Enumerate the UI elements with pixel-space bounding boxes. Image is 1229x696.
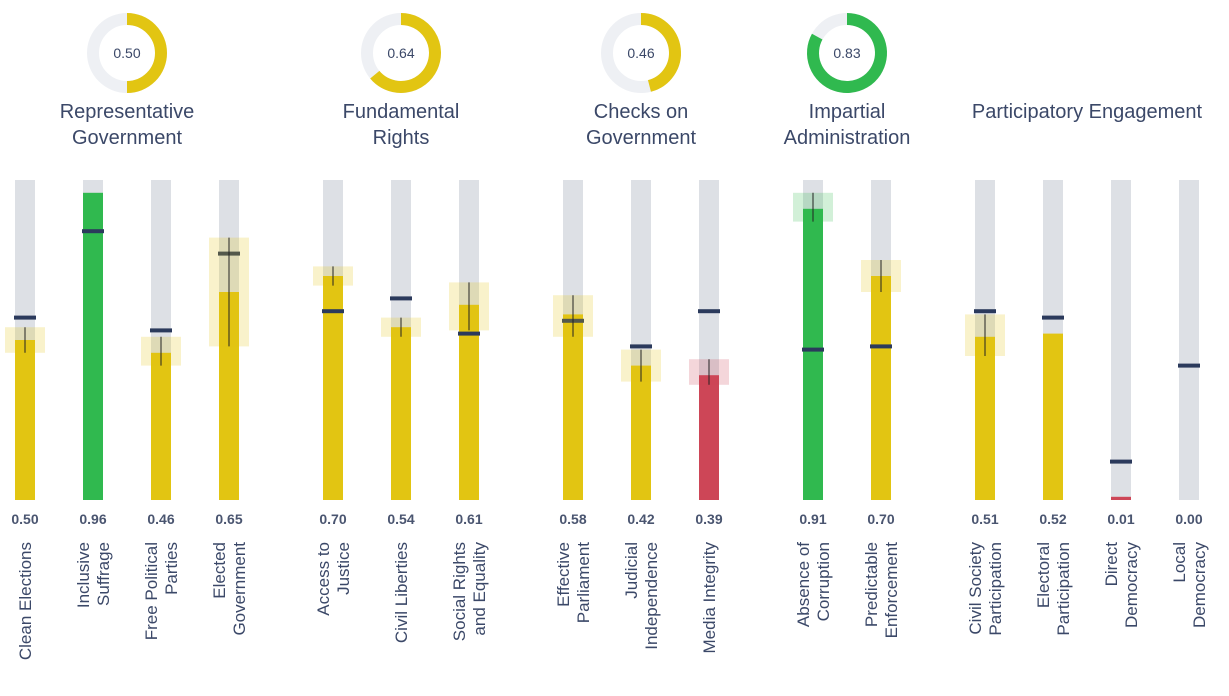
value-label: 0.54 <box>387 511 414 527</box>
value-label: 0.61 <box>455 511 482 527</box>
bar-label: Local <box>1170 542 1189 583</box>
bar-label: Civil Liberties <box>392 542 411 643</box>
value-label: 0.65 <box>215 511 242 527</box>
bar-label: Predictable <box>862 542 881 627</box>
donut-label: 0.46 <box>627 45 654 61</box>
bar <box>1043 333 1063 500</box>
group-title: Administration <box>784 127 911 149</box>
bar-label: Access to <box>314 542 333 616</box>
bar <box>151 352 171 500</box>
reference-marker <box>698 309 720 314</box>
bar-label: Absence of <box>794 542 813 627</box>
group-title: Rights <box>373 127 430 149</box>
bar-track <box>1179 180 1199 500</box>
donut-label: 0.64 <box>387 45 414 61</box>
reference-marker <box>14 315 36 320</box>
bar <box>219 292 239 500</box>
donut-arc <box>126 13 167 93</box>
bar-track <box>1111 180 1131 500</box>
group-title: Impartial <box>809 101 886 123</box>
bar <box>15 340 35 500</box>
bar-label: Parties <box>162 542 181 595</box>
bar <box>871 276 891 500</box>
value-label: 0.01 <box>1107 511 1134 527</box>
bar-label: Participation <box>986 542 1005 636</box>
value-label: 0.70 <box>319 511 346 527</box>
bar-label: Elected <box>210 542 229 599</box>
bar <box>323 276 343 500</box>
value-label: 0.50 <box>11 511 38 527</box>
bar-label: Independence <box>642 542 661 650</box>
value-label: 0.51 <box>971 511 998 527</box>
bar <box>459 304 479 500</box>
bar-label: Parliament <box>574 542 593 624</box>
reference-marker <box>974 309 996 314</box>
group-title: Government <box>72 127 182 149</box>
value-label: 0.96 <box>79 511 106 527</box>
donut-arc <box>640 13 681 92</box>
bar-label: Electoral <box>1034 542 1053 608</box>
bar <box>699 375 719 500</box>
reference-marker <box>1110 459 1132 464</box>
value-label: 0.39 <box>695 511 722 527</box>
bar-label: Democracy <box>1122 542 1141 628</box>
group-title: Representative <box>60 101 195 123</box>
bar <box>563 314 583 500</box>
reference-marker <box>870 344 892 349</box>
reference-marker <box>458 331 480 336</box>
bar <box>803 208 823 501</box>
bar-label: Social Rights <box>450 542 469 641</box>
bar-label: Media Integrity <box>700 542 719 654</box>
value-label: 0.91 <box>799 511 826 527</box>
value-label: 0.46 <box>147 511 174 527</box>
reference-marker <box>630 344 652 349</box>
bar-label: Corruption <box>814 542 833 621</box>
donut-label: 0.50 <box>113 45 140 61</box>
bar-label: Suffrage <box>94 542 113 606</box>
bar-label: and Equality <box>470 542 489 636</box>
bar <box>83 192 103 501</box>
bar-label: Clean Elections <box>16 542 35 660</box>
group-title: Fundamental <box>343 101 460 123</box>
bar-label: Civil Society <box>966 542 985 635</box>
group-title: Participatory Engagement <box>972 101 1203 123</box>
donut-arc <box>370 13 441 93</box>
donut-arc <box>807 13 887 93</box>
bar-label: Effective <box>554 542 573 607</box>
value-label: 0.58 <box>559 511 586 527</box>
bar <box>1111 496 1131 500</box>
reference-marker <box>150 328 172 333</box>
value-label: 0.00 <box>1175 511 1202 527</box>
bar <box>391 327 411 500</box>
donut-label: 0.83 <box>833 45 860 61</box>
group-title: Government <box>586 127 696 149</box>
group-title: Checks on <box>594 101 689 123</box>
bar-label: Justice <box>334 542 353 595</box>
value-label: 0.42 <box>627 511 654 527</box>
bar <box>975 336 995 500</box>
bar-label: Direct <box>1102 542 1121 587</box>
reference-marker <box>322 309 344 314</box>
bar-label: Government <box>230 542 249 636</box>
reference-marker <box>1178 363 1200 368</box>
reference-marker <box>82 229 104 234</box>
bar-label: Free Political <box>142 542 161 640</box>
bar-label: Enforcement <box>882 542 901 639</box>
reference-marker <box>390 296 412 301</box>
reference-marker <box>1042 315 1064 320</box>
bar-label: Judicial <box>622 542 641 599</box>
bar-label: Democracy <box>1190 542 1209 628</box>
bar <box>631 365 651 500</box>
bar-label: Inclusive <box>74 542 93 608</box>
bar-label: Participation <box>1054 542 1073 636</box>
value-label: 0.52 <box>1039 511 1066 527</box>
reference-marker <box>802 347 824 352</box>
value-label: 0.70 <box>867 511 894 527</box>
